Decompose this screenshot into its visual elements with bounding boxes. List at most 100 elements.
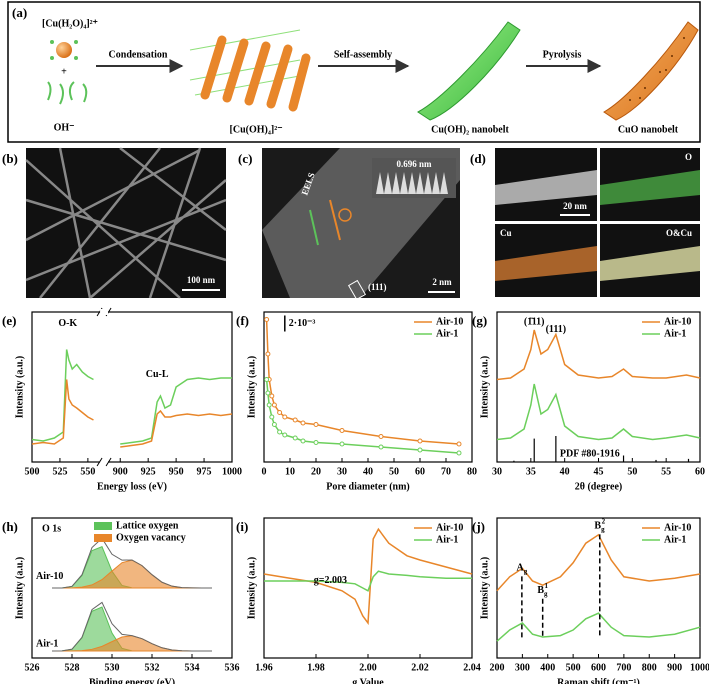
sem-image: (b) 100 nm — [2, 147, 227, 299]
peak-label: Bg2 — [594, 517, 605, 533]
water — [74, 40, 78, 44]
series-line — [496, 383, 701, 441]
panel-label: (f) — [236, 313, 249, 328]
legend-label: Air-1 — [664, 328, 686, 339]
reactant: [Cu(H₂O)₄]²⁺ — [42, 18, 98, 29]
axis-break — [100, 459, 109, 465]
water — [50, 40, 54, 44]
x-tick-label: 800 — [642, 662, 657, 673]
peak-label: Ag — [517, 563, 528, 575]
step: Condensation — [109, 49, 168, 60]
y-axis-title: Intensity (a.u.) — [246, 557, 257, 620]
legend-label: Air-1 — [436, 534, 458, 545]
x-tick-label: 40 — [363, 466, 373, 477]
x-axis-title: Pore diameter (nm) — [326, 481, 410, 492]
x-axis-title: g Value — [352, 677, 384, 684]
marker — [282, 432, 288, 438]
line-profile — [376, 172, 448, 194]
product: CuO nanobelt — [618, 124, 679, 135]
plane-box — [347, 279, 367, 301]
x-tick-label: 30 — [492, 466, 502, 477]
marker — [339, 428, 345, 433]
x-tick-label: 500 — [566, 662, 581, 673]
peak-label-text: O-K — [58, 318, 77, 329]
scale-label: 2 nm — [432, 277, 452, 287]
profile-line — [329, 199, 341, 241]
x-tick-label: 550 — [80, 466, 95, 477]
spacing: 0.696 nm — [396, 159, 432, 169]
belt — [600, 246, 700, 281]
legend-swatch — [94, 534, 112, 542]
marker — [265, 390, 271, 396]
peak-label-text: A — [517, 563, 525, 574]
x-tick-label: 500 — [25, 466, 40, 477]
eds-maps: (d) 20 nm O Cu O&Cu — [470, 148, 700, 297]
series-line — [120, 377, 232, 445]
x-tick-label: 900 — [113, 466, 128, 477]
legend-label: Air-10 — [664, 316, 691, 327]
marker — [264, 377, 270, 382]
scale-label: 100 nm — [187, 275, 216, 285]
x-tick-label: 60 — [415, 466, 425, 477]
x-tick-label: 600 — [591, 662, 606, 673]
legend-label: Lattice oxygen — [116, 520, 179, 531]
peak-label-sup: 2 — [602, 517, 606, 525]
series-line — [51, 601, 212, 652]
axis-break — [100, 309, 109, 315]
map-label: O&Cu — [666, 228, 692, 238]
series-line — [52, 537, 212, 589]
plot-frame — [31, 517, 233, 659]
marker — [313, 440, 319, 445]
y-axis-title: Intensity (a.u.) — [14, 557, 25, 620]
marker — [271, 402, 277, 408]
x-tick-label: 528 — [65, 662, 80, 673]
step: Pyrolysis — [543, 49, 582, 60]
peak-label-text: B — [594, 521, 601, 532]
panel-label: (a) — [12, 5, 27, 20]
legend-label: Air-10 — [436, 316, 463, 327]
annotation: O 1s — [42, 523, 61, 534]
series-line — [120, 409, 233, 448]
y-axis-title: Intensity (a.u.) — [246, 356, 257, 419]
peak-label-text: Cu-L — [146, 369, 169, 380]
x-tick-label: 35 — [526, 466, 536, 477]
marker — [266, 402, 272, 408]
x-tick-label: 50 — [627, 466, 637, 477]
y-axis-title: Intensity (a.u.) — [479, 557, 490, 620]
scale-label: 20 nm — [563, 201, 587, 211]
product: Cu(OH)₂ nanobelt — [431, 124, 509, 135]
reference-label: PDF #80-1916 — [560, 448, 620, 459]
water — [74, 56, 78, 60]
x-tick-label: 0 — [262, 466, 267, 477]
series-label: Air-10 — [36, 571, 63, 582]
x-tick-label: 534 — [185, 662, 200, 673]
marker — [300, 438, 306, 444]
x-tick-label: 10 — [285, 466, 295, 477]
x-tick-label: 1000 — [222, 466, 242, 477]
marker — [300, 420, 306, 426]
x-tick-label: 900 — [667, 662, 682, 673]
peak-label-sup: 1 — [545, 581, 549, 589]
eels-line — [309, 209, 319, 246]
annotation: 2·10⁻³ — [289, 318, 316, 329]
x-tick-label: 60 — [695, 466, 705, 477]
x-tick-label: 975 — [197, 466, 212, 477]
panel-label: (h) — [2, 519, 18, 534]
region — [338, 208, 352, 222]
plot-frame — [31, 311, 233, 463]
x-tick-label: 400 — [540, 662, 555, 673]
x-tick-label: 30 — [337, 466, 347, 477]
panel-label: (i) — [236, 519, 248, 534]
x-tick-label: 525 — [52, 466, 67, 477]
x-tick-label: 536 — [225, 662, 240, 673]
x-tick-label: 40 — [560, 466, 570, 477]
series-line — [31, 349, 94, 442]
marker — [417, 438, 423, 444]
peak-label: O-K — [58, 318, 77, 329]
water — [50, 56, 54, 60]
peak-label-text: (1̄11) — [524, 317, 545, 328]
schematic: (a) [Cu(H₂O)₄]²⁺ + OH⁻ Condensation [Cu(… — [7, 1, 701, 143]
x-axis-title: Binding energy (eV) — [89, 677, 175, 684]
x-tick-label: 300 — [515, 662, 530, 673]
marker — [277, 429, 283, 435]
